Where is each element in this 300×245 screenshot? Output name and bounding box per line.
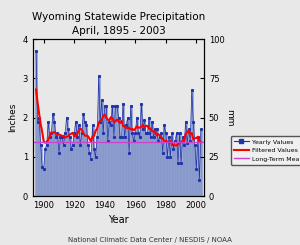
Text: National Climatic Data Center / NESDIS / NOAA: National Climatic Data Center / NESDIS /… bbox=[68, 237, 232, 243]
Y-axis label: Inches: Inches bbox=[8, 103, 17, 132]
Legend: Yearly Values, Filtered Values, Long-Term Mean: Yearly Values, Filtered Values, Long-Ter… bbox=[230, 136, 300, 165]
Title: Wyoming Statewide Precipitation
April, 1895 - 2003: Wyoming Statewide Precipitation April, 1… bbox=[32, 12, 205, 36]
X-axis label: Year: Year bbox=[108, 215, 129, 225]
Y-axis label: mm: mm bbox=[225, 109, 234, 126]
